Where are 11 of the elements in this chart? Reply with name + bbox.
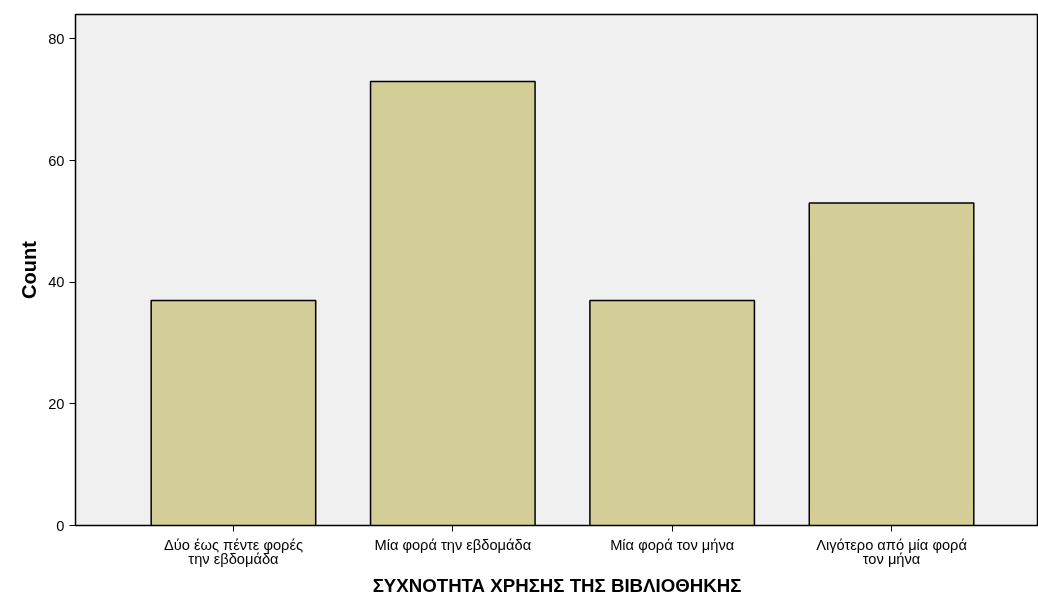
y-tick-label: 60 [48, 152, 65, 169]
x-axis-title: ΣΥΧΝΟΤΗΤΑ ΧΡΗΣΗΣ ΤΗΣ ΒΙΒΛΙΟΘΗΚΗΣ [372, 574, 742, 596]
x-tick-label: Λιγότερο από μία φορά τον μήνα [816, 536, 968, 567]
x-tick-label: Μία φορά την εβδομάδα [374, 536, 532, 553]
y-tick-label: 40 [48, 274, 65, 291]
y-axis-title: Count [18, 240, 41, 299]
x-tick-label: Μία φορά τον μήνα [610, 536, 735, 553]
y-tick-label: 80 [48, 30, 65, 47]
x-tick-label: Δύο έως πέντε φορές την εβδομάδα [163, 536, 303, 567]
y-tick-label: 0 [56, 517, 65, 534]
y-tick-label: 20 [48, 395, 65, 412]
